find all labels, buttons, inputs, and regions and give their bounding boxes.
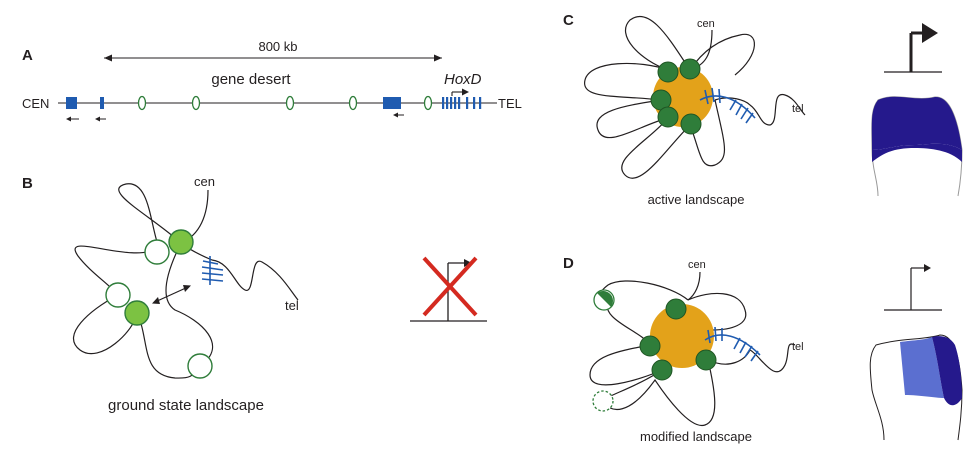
scale-arrow: [104, 54, 442, 62]
hoxd-label: HoxD: [444, 71, 482, 88]
cen-label-d: cen: [688, 259, 706, 271]
enhancer-circle-inactive: [187, 353, 213, 379]
cen-label-a: CEN: [22, 96, 49, 111]
weak-promoter-icon: [884, 264, 942, 311]
cen-label-c: cen: [697, 18, 715, 30]
enhancer-circle-inactive: [144, 239, 170, 265]
cen-label-b: cen: [194, 174, 215, 189]
hoxd-ticks-b: [201, 256, 224, 285]
enhancer-circle-inactive: [105, 282, 131, 308]
panel-c: C cen: [563, 12, 963, 207]
enhancer-circle-active: [168, 229, 194, 255]
interaction-double-arrow: [152, 285, 191, 304]
caption-d: modified landscape: [640, 429, 752, 444]
gene-block: [383, 97, 401, 109]
panel-c-label: C: [563, 12, 574, 29]
tel-label-b: tel: [285, 298, 299, 313]
panel-d: D: [563, 255, 963, 444]
caption-b: ground state landscape: [108, 397, 264, 414]
active-promoter-icon: [884, 23, 942, 73]
enhancer-circle-half: [593, 289, 615, 311]
inactive-promoter-icon: [410, 256, 487, 322]
hoxd-ticks-c: [699, 87, 756, 124]
chromatin-loops-b: [72, 183, 299, 379]
caption-c: active landscape: [648, 192, 745, 207]
limb-bud-d: [869, 334, 963, 441]
enhancer-circle-active: [124, 300, 150, 326]
limb-bud-c: [871, 96, 963, 197]
enhancer-cluster-c: [650, 58, 702, 135]
panel-a: A 800 kb gene desert CEN TEL: [22, 39, 522, 122]
tel-label-c: tel: [792, 103, 804, 115]
gene-desert-label: gene desert: [211, 71, 291, 88]
hoxd-transcription-arrow: [451, 88, 469, 96]
enhancer-cluster-d: [592, 289, 717, 412]
gene-block: [66, 97, 77, 109]
panel-a-label: A: [22, 47, 33, 64]
panel-d-label: D: [563, 255, 574, 272]
panel-b-label: B: [22, 175, 33, 192]
panel-b: B cen t: [22, 174, 487, 414]
enhancer-circle-deleted: [592, 390, 614, 412]
enhancer-ovals: [137, 95, 433, 111]
tel-label-a: TEL: [498, 96, 522, 111]
hoxd-cluster: [442, 97, 482, 109]
gene-block: [100, 97, 104, 109]
regulatory-hub: [650, 304, 714, 368]
scale-label: 800 kb: [258, 39, 297, 54]
hoxd-ticks-d: [704, 326, 761, 362]
gene-direction-arrows: [66, 112, 404, 122]
tel-label-d: tel: [792, 341, 804, 353]
